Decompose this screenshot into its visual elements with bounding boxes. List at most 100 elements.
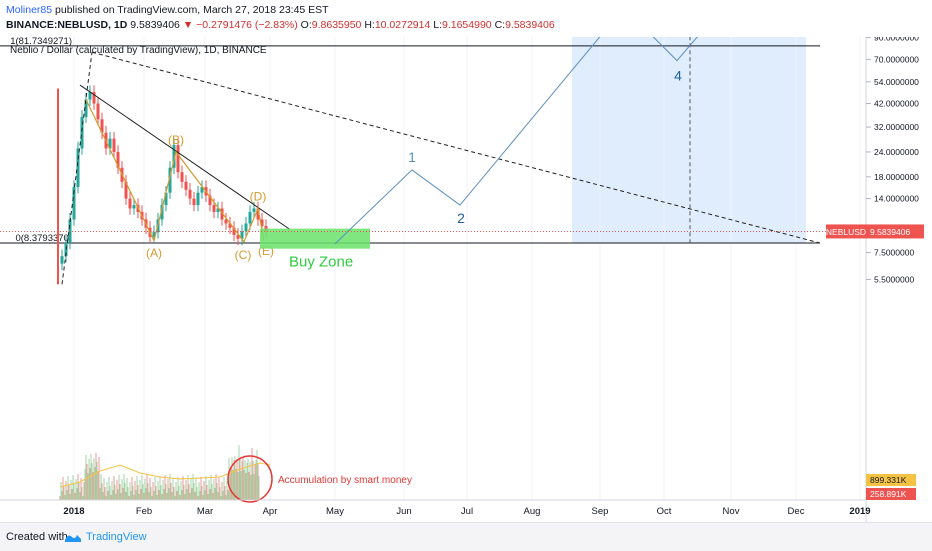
- h-label: H:: [364, 19, 375, 31]
- candles: [57, 85, 268, 285]
- author-link[interactable]: Moliner85: [6, 4, 53, 16]
- close-value: 9.5839406: [505, 19, 555, 31]
- vertical-grid: [73, 37, 861, 500]
- abcde-label: (D): [250, 189, 267, 203]
- analysis-overlay: 262.7506482 (3128.48%) 2627506482(A)(B)(…: [0, 37, 866, 503]
- x-tick-label: 2018: [63, 506, 84, 517]
- target-projection-zone: [572, 37, 806, 244]
- candle-body: [92, 91, 96, 104]
- y-tick-label: 90.0000000: [874, 37, 919, 43]
- volume-bars: [59, 445, 271, 500]
- buy-zone-box: [260, 228, 370, 249]
- low-value: 9.1654990: [442, 19, 492, 31]
- candle-body: [228, 223, 232, 228]
- x-tick-label: 2019: [849, 506, 870, 517]
- created-with-label: Created with: [6, 531, 68, 543]
- candle-body: [236, 234, 240, 239]
- candle-body: [260, 219, 264, 227]
- publish-info: published on TradingView.com, March 27, …: [55, 4, 329, 16]
- candle-body: [116, 151, 120, 168]
- publish-line: Moliner85 published on TradingView.com, …: [6, 4, 329, 16]
- y-tick-label: 42.0000000: [874, 99, 919, 109]
- volume-ma-line: [59, 462, 271, 488]
- candle-body: [256, 208, 260, 220]
- y-tick-label: 5.5000000: [874, 274, 914, 284]
- candle-body: [240, 231, 244, 239]
- buy-zone-label: Buy Zone: [289, 254, 353, 271]
- candle-body: [176, 145, 180, 173]
- x-tick-label: Feb: [136, 506, 152, 517]
- symbol-label: BINANCE:NEBLUSD, 1D: [6, 19, 128, 31]
- abcde-pattern: [85, 99, 265, 243]
- volume-badge: 899.331K: [870, 475, 907, 485]
- high-value: 10.0272914: [374, 19, 431, 31]
- x-tick-label: Oct: [657, 506, 672, 517]
- x-tick-label: Sep: [592, 506, 609, 517]
- candle-body: [244, 223, 248, 232]
- x-tick-label: Aug: [524, 506, 541, 517]
- candle-body: [88, 91, 92, 100]
- candle-body: [252, 208, 256, 212]
- abcde-label: (C): [235, 248, 252, 262]
- ohlc-line: BINANCE:NEBLUSD, 1D 9.5839406 ▼ −0.27914…: [6, 19, 555, 31]
- candle-body: [128, 198, 132, 209]
- abcde-label: (A): [146, 246, 162, 260]
- symbol-badge-box: [826, 224, 866, 239]
- x-tick-label: Apr: [263, 506, 278, 517]
- candle-body: [124, 181, 128, 199]
- candle-body: [248, 211, 252, 224]
- candle-body: [220, 208, 224, 220]
- last-price: 9.5839406: [130, 19, 180, 31]
- x-tick-label: Nov: [723, 506, 740, 517]
- x-tick-label: Dec: [788, 506, 805, 517]
- axis-badges: NEBLUSD 9.5839406 899.331K 258.891K: [826, 224, 924, 500]
- tradingview-logo-icon: [65, 535, 81, 542]
- candle-body: [172, 145, 176, 168]
- fib-label: 0(8.3793370): [15, 233, 72, 244]
- x-tick-label: May: [326, 506, 344, 517]
- y-tick-label: 14.0000000: [874, 194, 919, 204]
- candle-body: [72, 187, 76, 220]
- volume-badge-box: [866, 488, 916, 500]
- candle-body: [184, 181, 188, 190]
- volume-badge-box: [866, 474, 916, 486]
- candle-body: [108, 138, 112, 149]
- candle-body: [60, 256, 64, 264]
- x-tick-label: Mar: [197, 506, 213, 517]
- candle-body: [192, 198, 196, 206]
- footer: Created with TradingView: [0, 522, 932, 551]
- candle-body: [112, 138, 116, 152]
- candle-body: [224, 219, 228, 224]
- candle-body: [208, 195, 212, 206]
- candle-body: [200, 187, 204, 193]
- price-change: −0.2791476 (−2.83%): [196, 19, 298, 31]
- y-axis[interactable]: 400.0000000300.0000000220.0000000160.000…: [866, 37, 924, 284]
- l-label: L:: [433, 19, 442, 31]
- candle-body: [196, 192, 200, 206]
- tradingview-link[interactable]: TradingView: [86, 531, 147, 543]
- open-value: 9.8635950: [311, 19, 362, 31]
- price-chart[interactable]: 0(8.3793370)1(81.7349271)1.618(127.06867…: [0, 37, 932, 522]
- price-badge-box: [866, 224, 924, 239]
- candle-body: [76, 148, 80, 188]
- candle-body: [160, 205, 164, 220]
- candle-body: [132, 205, 136, 209]
- volume-badge: 258.891K: [870, 489, 907, 499]
- symbol-badge: NEBLUSD: [826, 227, 866, 237]
- candle-body: [152, 232, 156, 237]
- wave-label: 4: [674, 68, 682, 84]
- x-axis[interactable]: 2018 Feb Mar Apr May Jun Jul Aug Sep Oct Nov Dec 201…: [63, 506, 870, 517]
- candle-body: [188, 189, 192, 199]
- fib-label: 1(81.7349271): [10, 37, 72, 47]
- y-tick-label: 7.5000000: [874, 248, 914, 258]
- wave-label: 1: [408, 149, 416, 165]
- abcde-label: (B): [168, 133, 184, 147]
- candle-body: [168, 167, 172, 193]
- x-tick-label: Jun: [396, 506, 411, 517]
- fib-extension-lines: 0(8.3793370)1(81.7349271)1.618(127.06867…: [0, 37, 820, 244]
- y-tick-label: 24.0000000: [874, 147, 919, 157]
- candle-body: [212, 205, 216, 212]
- y-tick-label: 32.0000000: [874, 122, 919, 132]
- y-tick-label: 54.0000000: [874, 77, 919, 87]
- down-arrow-icon: ▼: [182, 19, 194, 31]
